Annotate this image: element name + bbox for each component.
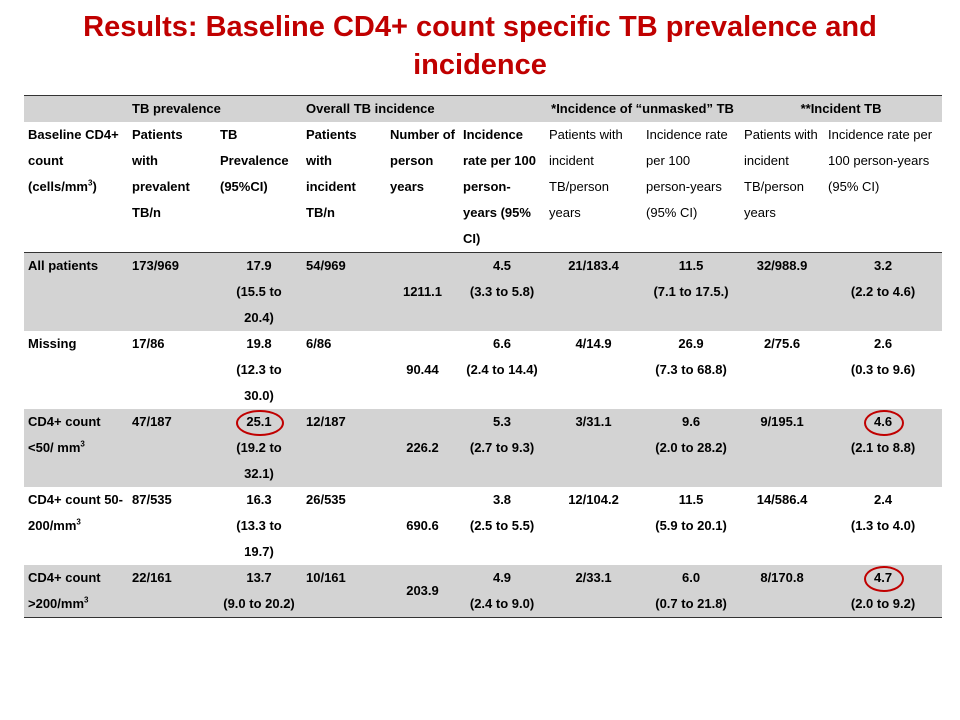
group-tb-prevalence: TB prevalence	[128, 95, 302, 122]
prevalence-cell: 17.9 (15.5 to 20.4)	[216, 252, 302, 331]
col-prevalent-n: Patients with prevalent TB/n	[132, 127, 190, 220]
group-unmasked-incidence: *Incidence of “unmasked” TB	[545, 95, 741, 122]
unmasked-rate-cell: 26.9 (7.3 to 68.8)	[655, 336, 727, 377]
unmasked-n: 3/31.1	[545, 409, 643, 487]
row-label: All patients	[24, 252, 128, 331]
group-header-blank	[24, 95, 128, 122]
incident-tb-n: 8/170.8	[740, 565, 825, 618]
prevalent-n: 47/187	[128, 409, 216, 487]
incident-tb-n: 9/195.1	[740, 409, 825, 487]
incidence-rate-cell: 4.5 (3.3 to 5.8)	[459, 252, 546, 331]
person-years: 1211.1	[386, 252, 459, 331]
unmasked-n: 12/104.2	[568, 492, 619, 507]
person-years: 203.9	[386, 565, 459, 618]
row-label: Missing	[28, 336, 77, 351]
prevalence-cell: 25.1 (19.2 to 32.1)	[216, 409, 302, 487]
col-incidence-rate: Incidence rate per 100 person-years (95%…	[463, 127, 536, 246]
highlight-circle: 4.6	[863, 409, 905, 436]
prevalence-cell: 16.3 (13.3 to 19.7)	[236, 492, 282, 559]
unmasked-rate-cell: 11.5 (5.9 to 20.1)	[655, 492, 727, 533]
row-label: CD4+ count <50/ mm3	[24, 409, 128, 487]
prevalent-n: 173/969	[128, 252, 216, 331]
group-incident-tb: **Incident TB	[740, 95, 943, 122]
unmasked-rate-cell: 11.5 (7.1 to 17.5.)	[642, 252, 741, 331]
incident-n: 54/969	[302, 252, 386, 331]
unmasked-n: 2/33.1	[545, 565, 643, 618]
group-header-row: TB prevalence Overall TB incidence *Inci…	[24, 95, 943, 122]
col-tb-prevalence: TB Prevalence (95%CI)	[220, 127, 289, 194]
table-row: CD4+ count 50-200/mm3 87/535 16.3 (13.3 t…	[24, 487, 942, 565]
column-header-row: Baseline CD4+ count (cells/mm3) Patients…	[24, 122, 942, 253]
highlight-circle: 4.7	[863, 565, 905, 592]
incident-tb-rate-cell: 2.4 (1.3 to 4.0)	[850, 492, 916, 533]
incidence-rate-cell: 4.9 (2.4 to 9.0)	[459, 565, 546, 618]
row-label: CD4+ count 50-200/mm3	[28, 492, 123, 533]
person-years: 690.6	[406, 518, 439, 533]
col-incident-tb-rate: Incidence rate per 100 person-years (95%…	[828, 127, 933, 194]
incident-tb-rate-cell: 4.6 (2.1 to 8.8)	[824, 409, 943, 487]
col-incident-tb-n: Patients with incident TB/person years	[744, 127, 818, 220]
incident-n: 6/86	[306, 336, 332, 351]
col-unmasked-n: Patients with incident TB/person years	[549, 127, 623, 220]
person-years: 90.44	[406, 362, 439, 377]
incidence-rate-cell: 3.8 (2.5 to 5.5)	[469, 492, 535, 533]
incidence-rate-cell: 5.3 (2.7 to 9.3)	[459, 409, 546, 487]
prevalent-n: 87/535	[132, 492, 172, 507]
slide-title: Results: Baseline CD4+ count specific TB…	[83, 11, 877, 81]
unmasked-n: 21/183.4	[545, 252, 643, 331]
incident-n: 12/187	[302, 409, 386, 487]
table-row: Missing 17/86 19.8 (12.3 to 30.0) 6/86 90…	[24, 331, 942, 409]
table-row: CD4+ count <50/ mm3 47/187 25.1 (19.2 to …	[24, 409, 943, 487]
table-row: CD4+ count >200/mm3 22/161 13.7 (9.0 to 2…	[24, 565, 943, 618]
incidence-rate-cell: 6.6 (2.4 to 14.4)	[466, 336, 538, 377]
col-incident-n: Patients with incident TB/n	[306, 127, 357, 220]
prevalent-n: 17/86	[132, 336, 165, 351]
col-unmasked-rate: Incidence rate per 100 person-years (95%…	[646, 127, 728, 220]
incident-tb-n: 14/586.4	[756, 492, 808, 507]
prevalence-cell: 13.7 (9.0 to 20.2)	[216, 565, 302, 618]
unmasked-rate-cell: 9.6 (2.0 to 28.2)	[642, 409, 741, 487]
unmasked-n: 4/14.9	[575, 336, 612, 351]
unmasked-rate-cell: 6.0 (0.7 to 21.8)	[642, 565, 741, 618]
col-baseline-cd4: Baseline CD4+ count (cells/mm3)	[28, 127, 119, 194]
prevalence-cell: 19.8 (12.3 to 30.0)	[236, 336, 282, 403]
col-person-years: Number of person years	[390, 127, 455, 194]
incident-tb-rate-cell: 4.7 (2.0 to 9.2)	[824, 565, 943, 618]
results-table: TB prevalence Overall TB incidence *Inci…	[24, 95, 943, 618]
incident-tb-n: 2/75.6	[763, 336, 801, 351]
highlight-circle: 25.1	[236, 409, 285, 436]
person-years: 226.2	[386, 409, 459, 487]
table-row: All patients 173/969 17.9 (15.5 to 20.4) …	[24, 252, 943, 331]
incident-tb-n: 32/988.9	[740, 252, 825, 331]
incident-tb-rate-cell: 2.6 (0.3 to 9.6)	[850, 336, 916, 377]
incident-tb-rate-cell: 3.2 (2.2 to 4.6)	[824, 252, 943, 331]
incident-n: 10/161	[302, 565, 386, 618]
row-label: CD4+ count >200/mm3	[24, 565, 128, 618]
prevalent-n: 22/161	[128, 565, 216, 618]
incident-n: 26/535	[306, 492, 346, 507]
group-overall-incidence: Overall TB incidence	[302, 95, 546, 122]
